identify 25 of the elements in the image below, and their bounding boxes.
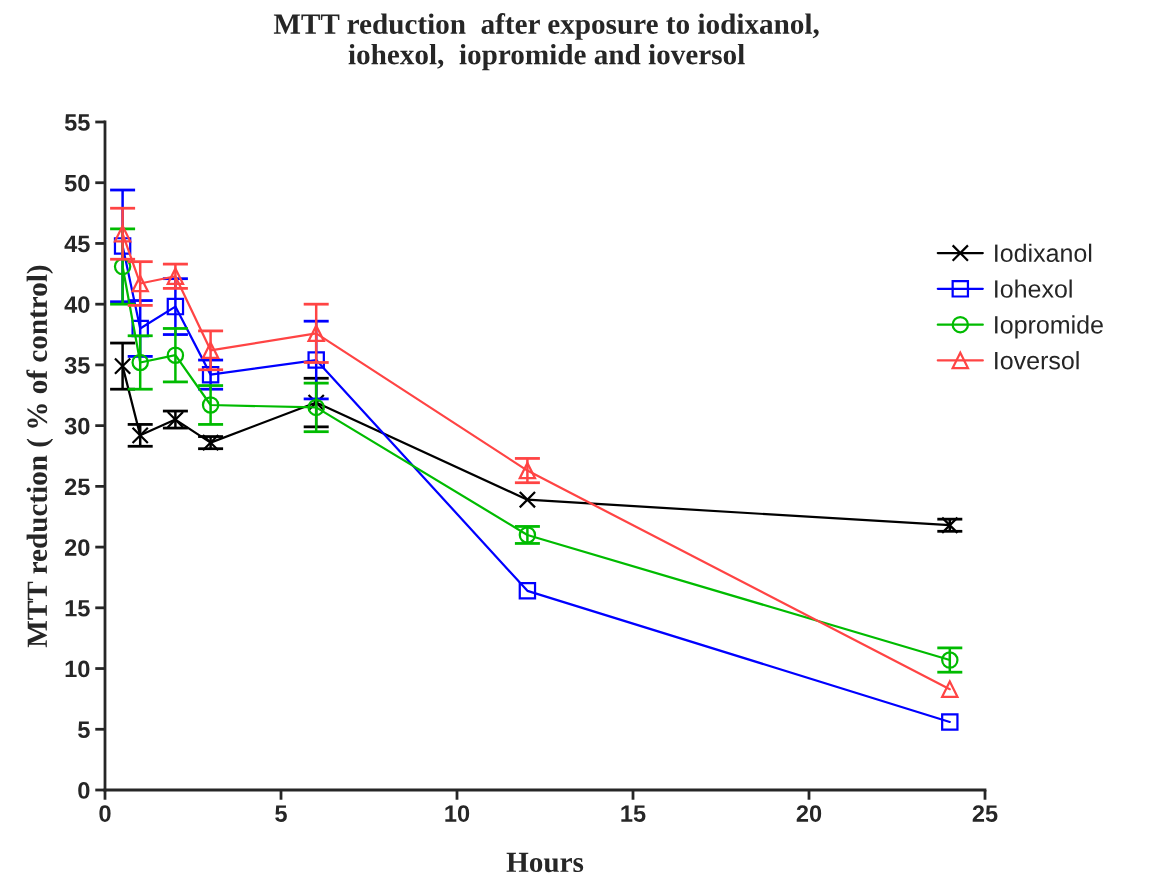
y-tick-label: 5	[78, 721, 90, 739]
y-tick-label: 15	[65, 600, 90, 617]
chart-title: MTT reduction after exposure to iodixanol, iohexol, iopromide and ioversol	[273, 13, 819, 71]
x-tick-label: 20	[796, 805, 822, 822]
legend-label: Ioversol	[995, 351, 1079, 370]
y-tick-label: 0	[78, 782, 90, 799]
legend-label: Iohexol	[995, 279, 1072, 298]
y-tick-label: 40	[64, 296, 90, 313]
y-tick-label: 50	[64, 174, 90, 192]
x-tick-label: 25	[972, 805, 998, 822]
x-axis-title: Hours	[506, 852, 584, 873]
legend-label: Iopromide	[995, 315, 1103, 339]
x-tick-label: 5	[275, 805, 287, 822]
y-tick-label: 55	[64, 114, 90, 131]
y-tick-label: 30	[64, 417, 90, 435]
legend-label: Iodixanol	[995, 243, 1092, 263]
x-tick-label: 10	[445, 805, 470, 822]
y-axis-title: MTT reduction ( % of control)	[26, 265, 54, 648]
y-tick-label: 45	[64, 235, 90, 253]
y-tick-label: 35	[64, 356, 90, 374]
x-tick-label: 0	[99, 805, 111, 822]
x-tick-label: 15	[621, 805, 646, 822]
y-tick-label: 10	[65, 660, 90, 678]
y-tick-label: 20	[64, 539, 90, 556]
y-tick-label: 25	[64, 478, 90, 496]
